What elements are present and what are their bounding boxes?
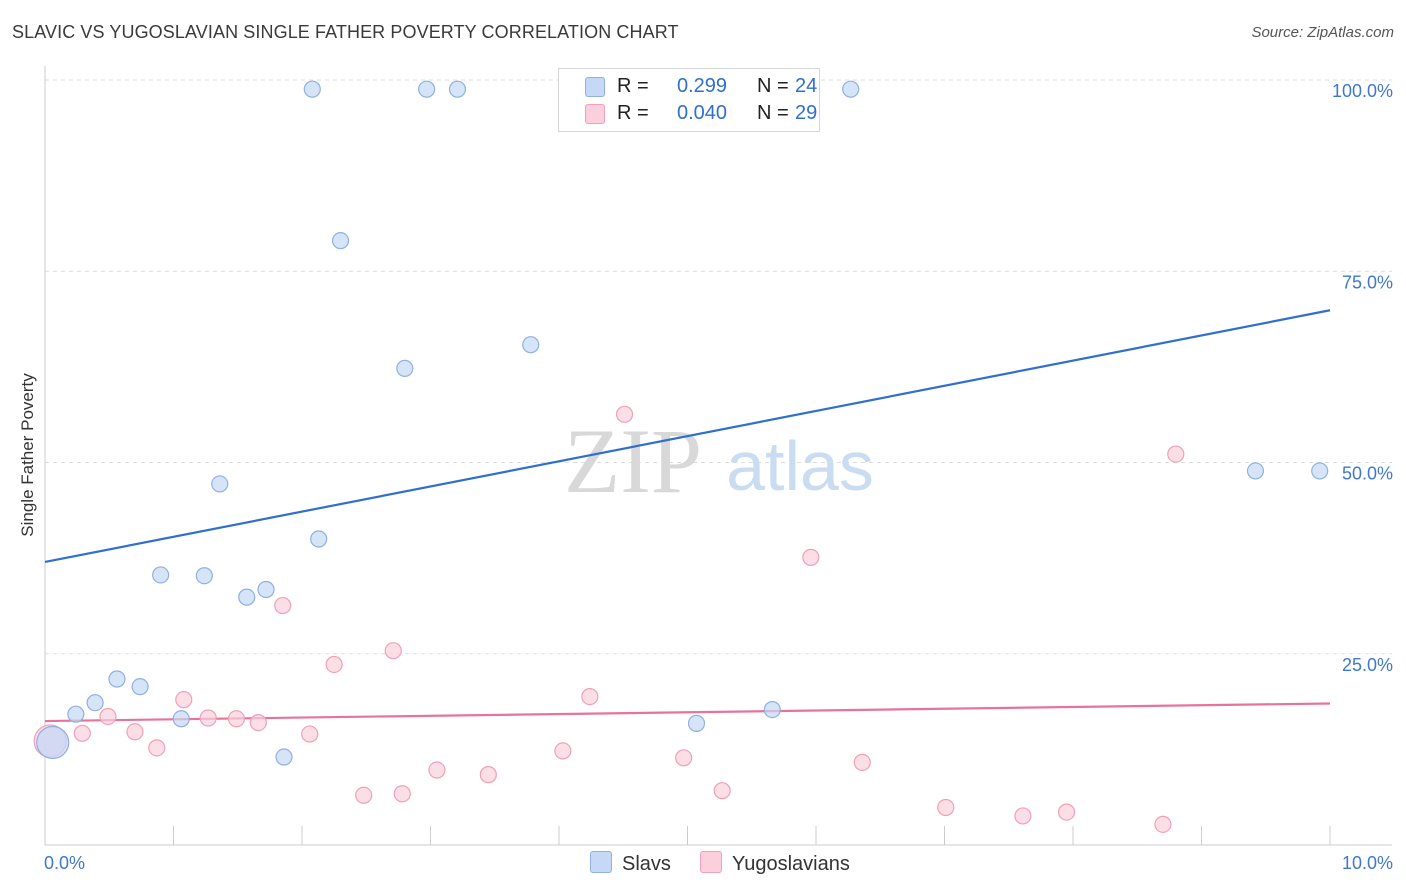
point-slavs-6 [396,359,414,378]
point-yugoslavians-2 [802,548,820,566]
bottom-legend-label-yugoslavians: Yugoslavians [732,853,850,875]
point-yugoslavians-14 [301,725,319,743]
watermark-atlas: atlas [726,427,874,505]
y-tick-label-50: 50.0% [1342,464,1393,484]
point-slavs-15 [108,670,126,688]
tick-labels: 100.0% 75.0% 50.0% 25.0% 0.0% 10.0% [44,81,1393,873]
legend-r-label: R = [617,102,649,124]
point-yugoslavians-26 [1057,803,1076,821]
point-slavs-9 [1311,462,1329,480]
point-yugoslavians-5 [325,655,343,674]
point-slavs-13 [257,580,275,599]
point-yugoslavians-17 [675,749,693,767]
point-slavs-23 [36,725,70,760]
chart-source: Source: ZipAtlas.com [1251,24,1394,41]
point-yugoslavians-7 [175,691,193,709]
trend-line-slavs [44,309,1331,564]
point-yugoslavians-6 [581,687,599,706]
bottom-legend-label-slavs: Slavs [622,853,671,875]
y-axis-label: Single Father Poverty [18,373,37,537]
legend-n-label: N = [757,75,789,97]
point-yugoslavians-0 [615,405,634,423]
bottom-legend-yugoslavians[interactable]: Yugoslavians [700,851,850,876]
point-yugoslavians-8 [99,707,117,726]
y-tick-label-75: 75.0% [1342,272,1393,292]
point-slavs-12 [195,567,213,585]
watermark-zip: ZIP [564,410,702,512]
point-slavs-20 [763,700,781,719]
point-yugoslavians-18 [853,753,871,771]
point-slavs-21 [687,714,706,732]
legend-n-value-slavs: 24 [795,75,818,97]
stats-legend: R = 0.299 N = 24 R = 0.040 N = 29 [558,68,820,132]
point-slavs-16 [131,678,149,696]
point-yugoslavians-1 [1167,445,1185,463]
point-yugoslavians-15 [148,739,166,757]
point-slavs-1 [418,80,436,98]
point-yugoslavians-23 [713,782,731,800]
bottom-legend-swatch-yugoslavians [700,851,722,873]
y-tick-label-25: 25.0% [1342,655,1393,675]
point-yugoslavians-3 [274,596,292,615]
axes [44,66,1392,846]
legend-swatch-slavs [585,77,605,97]
x-tick-label-max: 10.0% [1342,853,1393,873]
legend-swatch-yugoslavians [585,104,605,124]
data-points [33,80,1329,833]
legend-r-value-yugoslavians: 0.040 [677,102,728,124]
point-slavs-0 [303,80,321,98]
point-yugoslavians-4 [384,642,402,660]
point-yugoslavians-9 [199,709,217,727]
legend-r-label: R = [617,75,649,97]
point-yugoslavians-27 [1154,815,1172,833]
point-slavs-18 [67,705,85,723]
point-yugoslavians-19 [428,761,446,779]
point-yugoslavians-11 [249,713,267,732]
x-tick-label-min: 0.0% [44,853,85,873]
point-yugoslavians-21 [355,786,373,804]
point-slavs-14 [238,588,256,606]
bottom-legend-slavs[interactable]: Slavs [590,851,671,876]
point-slavs-22 [275,748,293,766]
point-yugoslavians-12 [73,724,91,742]
point-slavs-10 [310,530,328,548]
point-slavs-17 [86,694,104,712]
watermark: ZIP atlas [564,410,874,512]
point-yugoslavians-16 [554,742,572,760]
chart-title: SLAVIC VS YUGOSLAVIAN SINGLE FATHER POVE… [12,22,679,42]
point-yugoslavians-20 [479,766,497,784]
y-tick-label-100: 100.0% [1332,81,1393,101]
legend-n-value-yugoslavians: 29 [795,102,818,124]
point-slavs-3 [842,80,860,98]
bottom-legend-swatch-slavs [590,851,612,873]
point-yugoslavians-22 [393,785,411,803]
point-slavs-4 [331,232,350,250]
point-slavs-19 [172,710,190,728]
grid-lines [45,79,1392,655]
point-slavs-11 [152,566,170,584]
point-yugoslavians-25 [1014,807,1032,825]
point-yugoslavians-10 [227,710,246,728]
legend-n-label: N = [757,102,789,124]
point-slavs-5 [522,336,540,354]
point-slavs-2 [448,80,467,98]
legend-r-value-slavs: 0.299 [677,75,728,97]
point-yugoslavians-24 [937,798,955,817]
point-slavs-7 [211,475,229,493]
trend-lines [44,309,1331,723]
point-slavs-8 [1246,462,1265,480]
point-yugoslavians-13 [126,723,144,741]
